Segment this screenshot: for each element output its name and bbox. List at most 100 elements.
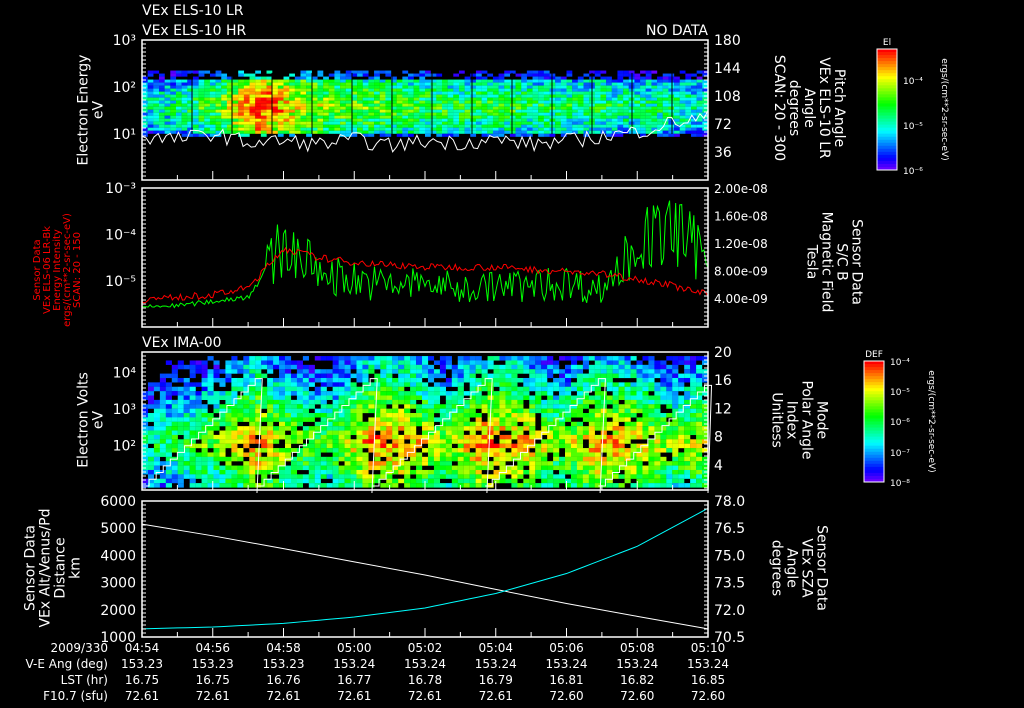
spectrogram-cell xyxy=(526,82,533,86)
spectrogram-cell xyxy=(570,465,578,471)
spectrogram-cell xyxy=(279,377,286,383)
spectrogram-cell xyxy=(674,121,680,125)
spectrogram-cell xyxy=(684,456,691,462)
spectrogram-cell xyxy=(283,112,290,116)
spectrogram-cell xyxy=(679,82,686,86)
spectrogram-cell xyxy=(226,121,233,125)
spectrogram-cell xyxy=(535,469,542,475)
spectrogram-cell xyxy=(559,399,566,405)
spectrogram-cell xyxy=(481,364,488,370)
spectrogram-cell xyxy=(425,94,431,98)
spectrogram-cell xyxy=(492,97,499,101)
spectrogram-cell xyxy=(487,124,494,128)
spectrogram-cell xyxy=(170,70,177,74)
spectrogram-cell xyxy=(636,465,643,471)
spectrogram-cell xyxy=(308,382,315,387)
spectrogram-cell xyxy=(547,413,554,418)
spectrogram-cell xyxy=(576,408,584,414)
spectrogram-cell xyxy=(362,399,369,405)
spectrogram-cell xyxy=(642,377,649,383)
spectrogram-cell xyxy=(379,103,386,107)
spectrogram-cell xyxy=(198,94,205,98)
spectrogram-cell xyxy=(413,106,420,110)
spectrogram-cell xyxy=(317,88,324,92)
spectrogram-cell xyxy=(470,130,477,134)
spectrogram-cell xyxy=(441,133,448,137)
spectrogram-cell xyxy=(582,452,589,457)
spectrogram-cell xyxy=(451,399,458,405)
spectrogram-cell xyxy=(618,456,625,462)
spectrogram-cell xyxy=(511,360,518,365)
spectrogram-cell xyxy=(413,130,420,134)
spectrogram-cell xyxy=(538,127,544,131)
spectrogram-cell xyxy=(147,88,154,92)
spectrogram-cell xyxy=(398,448,405,453)
spectrogram-cell xyxy=(617,106,624,110)
spectrogram-cell xyxy=(302,461,309,466)
spectrogram-cell xyxy=(463,404,470,409)
spectrogram-cell xyxy=(600,430,607,436)
spectrogram-cell xyxy=(685,121,692,125)
spectrogram-cell xyxy=(181,118,188,122)
spectrogram-cell xyxy=(594,73,601,77)
spectrogram-cell xyxy=(386,360,393,365)
colorbar-segment xyxy=(877,145,897,150)
spectrogram-cell xyxy=(475,85,482,89)
spectrogram-cell xyxy=(368,85,375,89)
y-tick-label: 10⁻⁴ xyxy=(105,228,136,244)
spectrogram-cell xyxy=(238,106,245,110)
spectrogram-cell xyxy=(560,112,567,116)
spectrogram-cell xyxy=(398,364,405,370)
spectrogram-cell xyxy=(439,391,446,396)
spectrogram-cell xyxy=(340,82,346,86)
spectrogram-cell xyxy=(447,97,454,101)
spectrogram-cell xyxy=(181,82,188,86)
spectrogram-cell xyxy=(433,439,441,444)
spectrogram-cell xyxy=(344,364,351,370)
spectrogram-cell xyxy=(457,369,464,374)
spectrogram-cell xyxy=(243,115,250,119)
spectrogram-cell xyxy=(684,399,691,405)
spectrogram-cell xyxy=(517,448,524,453)
spectrogram-cell xyxy=(187,118,194,122)
spectrogram-cell xyxy=(453,79,460,83)
spectrogram-cell xyxy=(255,391,262,396)
spectrogram-cell xyxy=(570,369,578,374)
spectrogram-cell xyxy=(517,356,524,361)
spectrogram-cell xyxy=(463,452,470,457)
spectrogram-cell xyxy=(487,364,494,370)
spectrogram-cell xyxy=(422,356,429,361)
spectrogram-cell xyxy=(219,395,226,400)
spectrogram-cell xyxy=(385,82,392,86)
spectrogram-cell xyxy=(368,112,375,116)
spectrogram-cell xyxy=(237,408,244,414)
spectrogram-cell xyxy=(231,448,238,453)
spectrogram-cell xyxy=(543,97,550,101)
spectrogram-cell xyxy=(425,112,431,116)
spectrogram-cell xyxy=(416,417,423,422)
spectrogram-cell xyxy=(493,426,500,431)
spectrogram-cell xyxy=(334,97,341,101)
spectrogram-cell xyxy=(338,382,345,387)
spectrogram-cell xyxy=(594,94,601,98)
spectrogram-cell xyxy=(362,386,369,392)
panel2-ylabel-line: Energy Intensity xyxy=(52,229,63,311)
spectrogram-cell xyxy=(678,360,685,365)
spectrogram-cell xyxy=(645,106,652,110)
spectrogram-cell xyxy=(487,356,494,361)
spectrogram-cell xyxy=(209,112,216,116)
spectrogram-cell xyxy=(582,391,589,396)
spectrogram-cell xyxy=(541,448,548,453)
spectrogram-cell xyxy=(340,112,346,116)
spectrogram-cell xyxy=(261,395,268,400)
spectrogram-cell xyxy=(159,386,166,392)
spectrogram-cell xyxy=(181,70,188,74)
spectrogram-cell xyxy=(612,408,619,414)
spectrogram-cell xyxy=(255,439,262,444)
spectrogram-cell xyxy=(362,127,369,131)
spectrogram-cell xyxy=(404,377,411,383)
spectrogram-cell xyxy=(142,85,148,89)
spectrogram-cell xyxy=(678,439,685,444)
spectrogram-cell xyxy=(243,434,250,440)
spectrogram-cell xyxy=(302,356,309,361)
